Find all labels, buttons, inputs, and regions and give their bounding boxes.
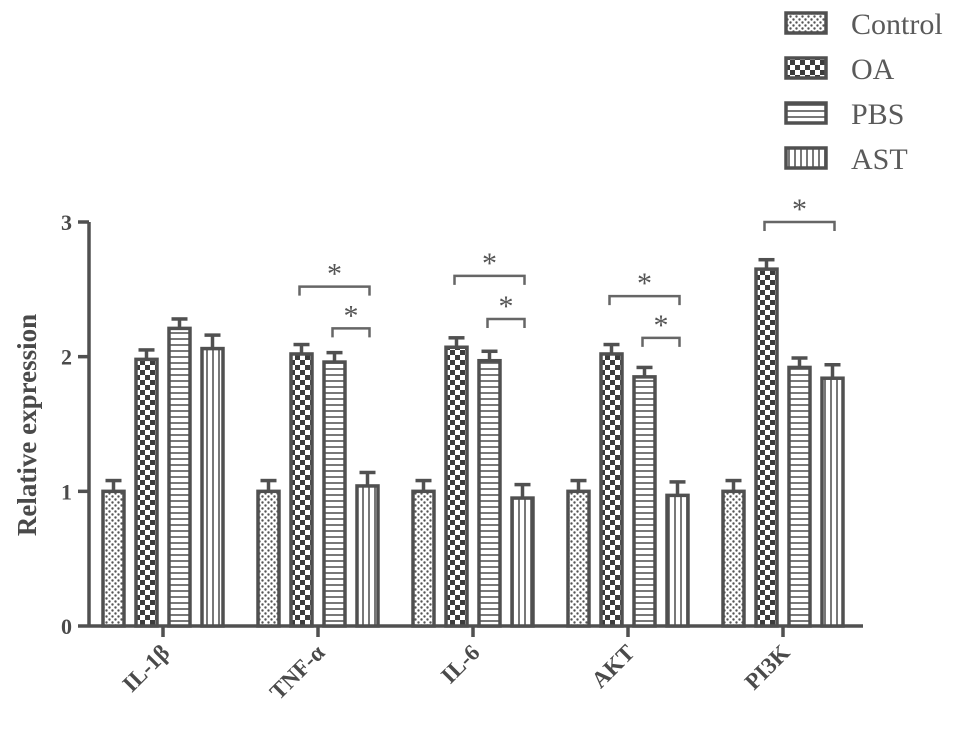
bar xyxy=(289,352,314,628)
bar xyxy=(599,352,624,628)
bar xyxy=(721,489,746,628)
significance-marker: * xyxy=(327,258,342,291)
significance-bracket xyxy=(331,327,371,338)
bar xyxy=(200,346,225,628)
legend-label: PBS xyxy=(851,98,904,131)
bar xyxy=(665,493,690,628)
significance-marker: * xyxy=(344,299,359,332)
legend-swatch xyxy=(784,101,828,125)
legend: Control OA PBS AST xyxy=(784,8,943,176)
significance-annotations: ******* xyxy=(298,193,836,347)
legend-swatch xyxy=(784,146,828,170)
significance-bracket xyxy=(453,274,526,285)
y-tick-label: 0 xyxy=(61,614,72,639)
significance-bracket xyxy=(641,336,681,347)
bar xyxy=(787,365,812,628)
y-tick-label: 2 xyxy=(61,345,72,370)
x-tick-label: IL-6 xyxy=(436,640,484,688)
bar xyxy=(444,345,469,628)
significance-marker: * xyxy=(482,247,497,280)
bar xyxy=(566,489,591,628)
legend-label: Control xyxy=(851,8,943,41)
legend-label: AST xyxy=(851,143,908,176)
significance-bracket xyxy=(298,285,371,296)
bar xyxy=(322,360,347,628)
bar xyxy=(355,484,380,628)
significance-marker: * xyxy=(654,309,669,342)
bar xyxy=(411,489,436,628)
bar xyxy=(134,357,159,628)
bar xyxy=(820,376,845,628)
x-tick-label: PI3K xyxy=(740,640,795,695)
significance-marker: * xyxy=(792,193,807,226)
x-tick-label: TNF-α xyxy=(265,640,330,705)
significance-marker: * xyxy=(499,290,514,323)
bars xyxy=(101,257,845,628)
x-tick-label: AKT xyxy=(587,640,640,693)
y-tick-label: 1 xyxy=(61,479,72,504)
y-tick-label: 3 xyxy=(61,210,72,235)
x-tick-label: IL-1β xyxy=(118,640,175,697)
bar xyxy=(167,326,192,628)
significance-bracket xyxy=(486,317,526,328)
significance-bracket xyxy=(608,294,681,306)
legend-swatch xyxy=(784,11,828,35)
bar xyxy=(632,375,657,628)
y-axis-label: Relative expression xyxy=(12,314,42,536)
legend-label: OA xyxy=(851,53,895,86)
bar xyxy=(477,358,502,628)
bar xyxy=(101,489,126,628)
significance-bracket xyxy=(763,220,836,231)
significance-marker: * xyxy=(637,267,652,300)
bar xyxy=(256,489,281,628)
bar xyxy=(510,496,535,628)
bar xyxy=(754,267,779,628)
legend-swatch xyxy=(784,56,828,80)
